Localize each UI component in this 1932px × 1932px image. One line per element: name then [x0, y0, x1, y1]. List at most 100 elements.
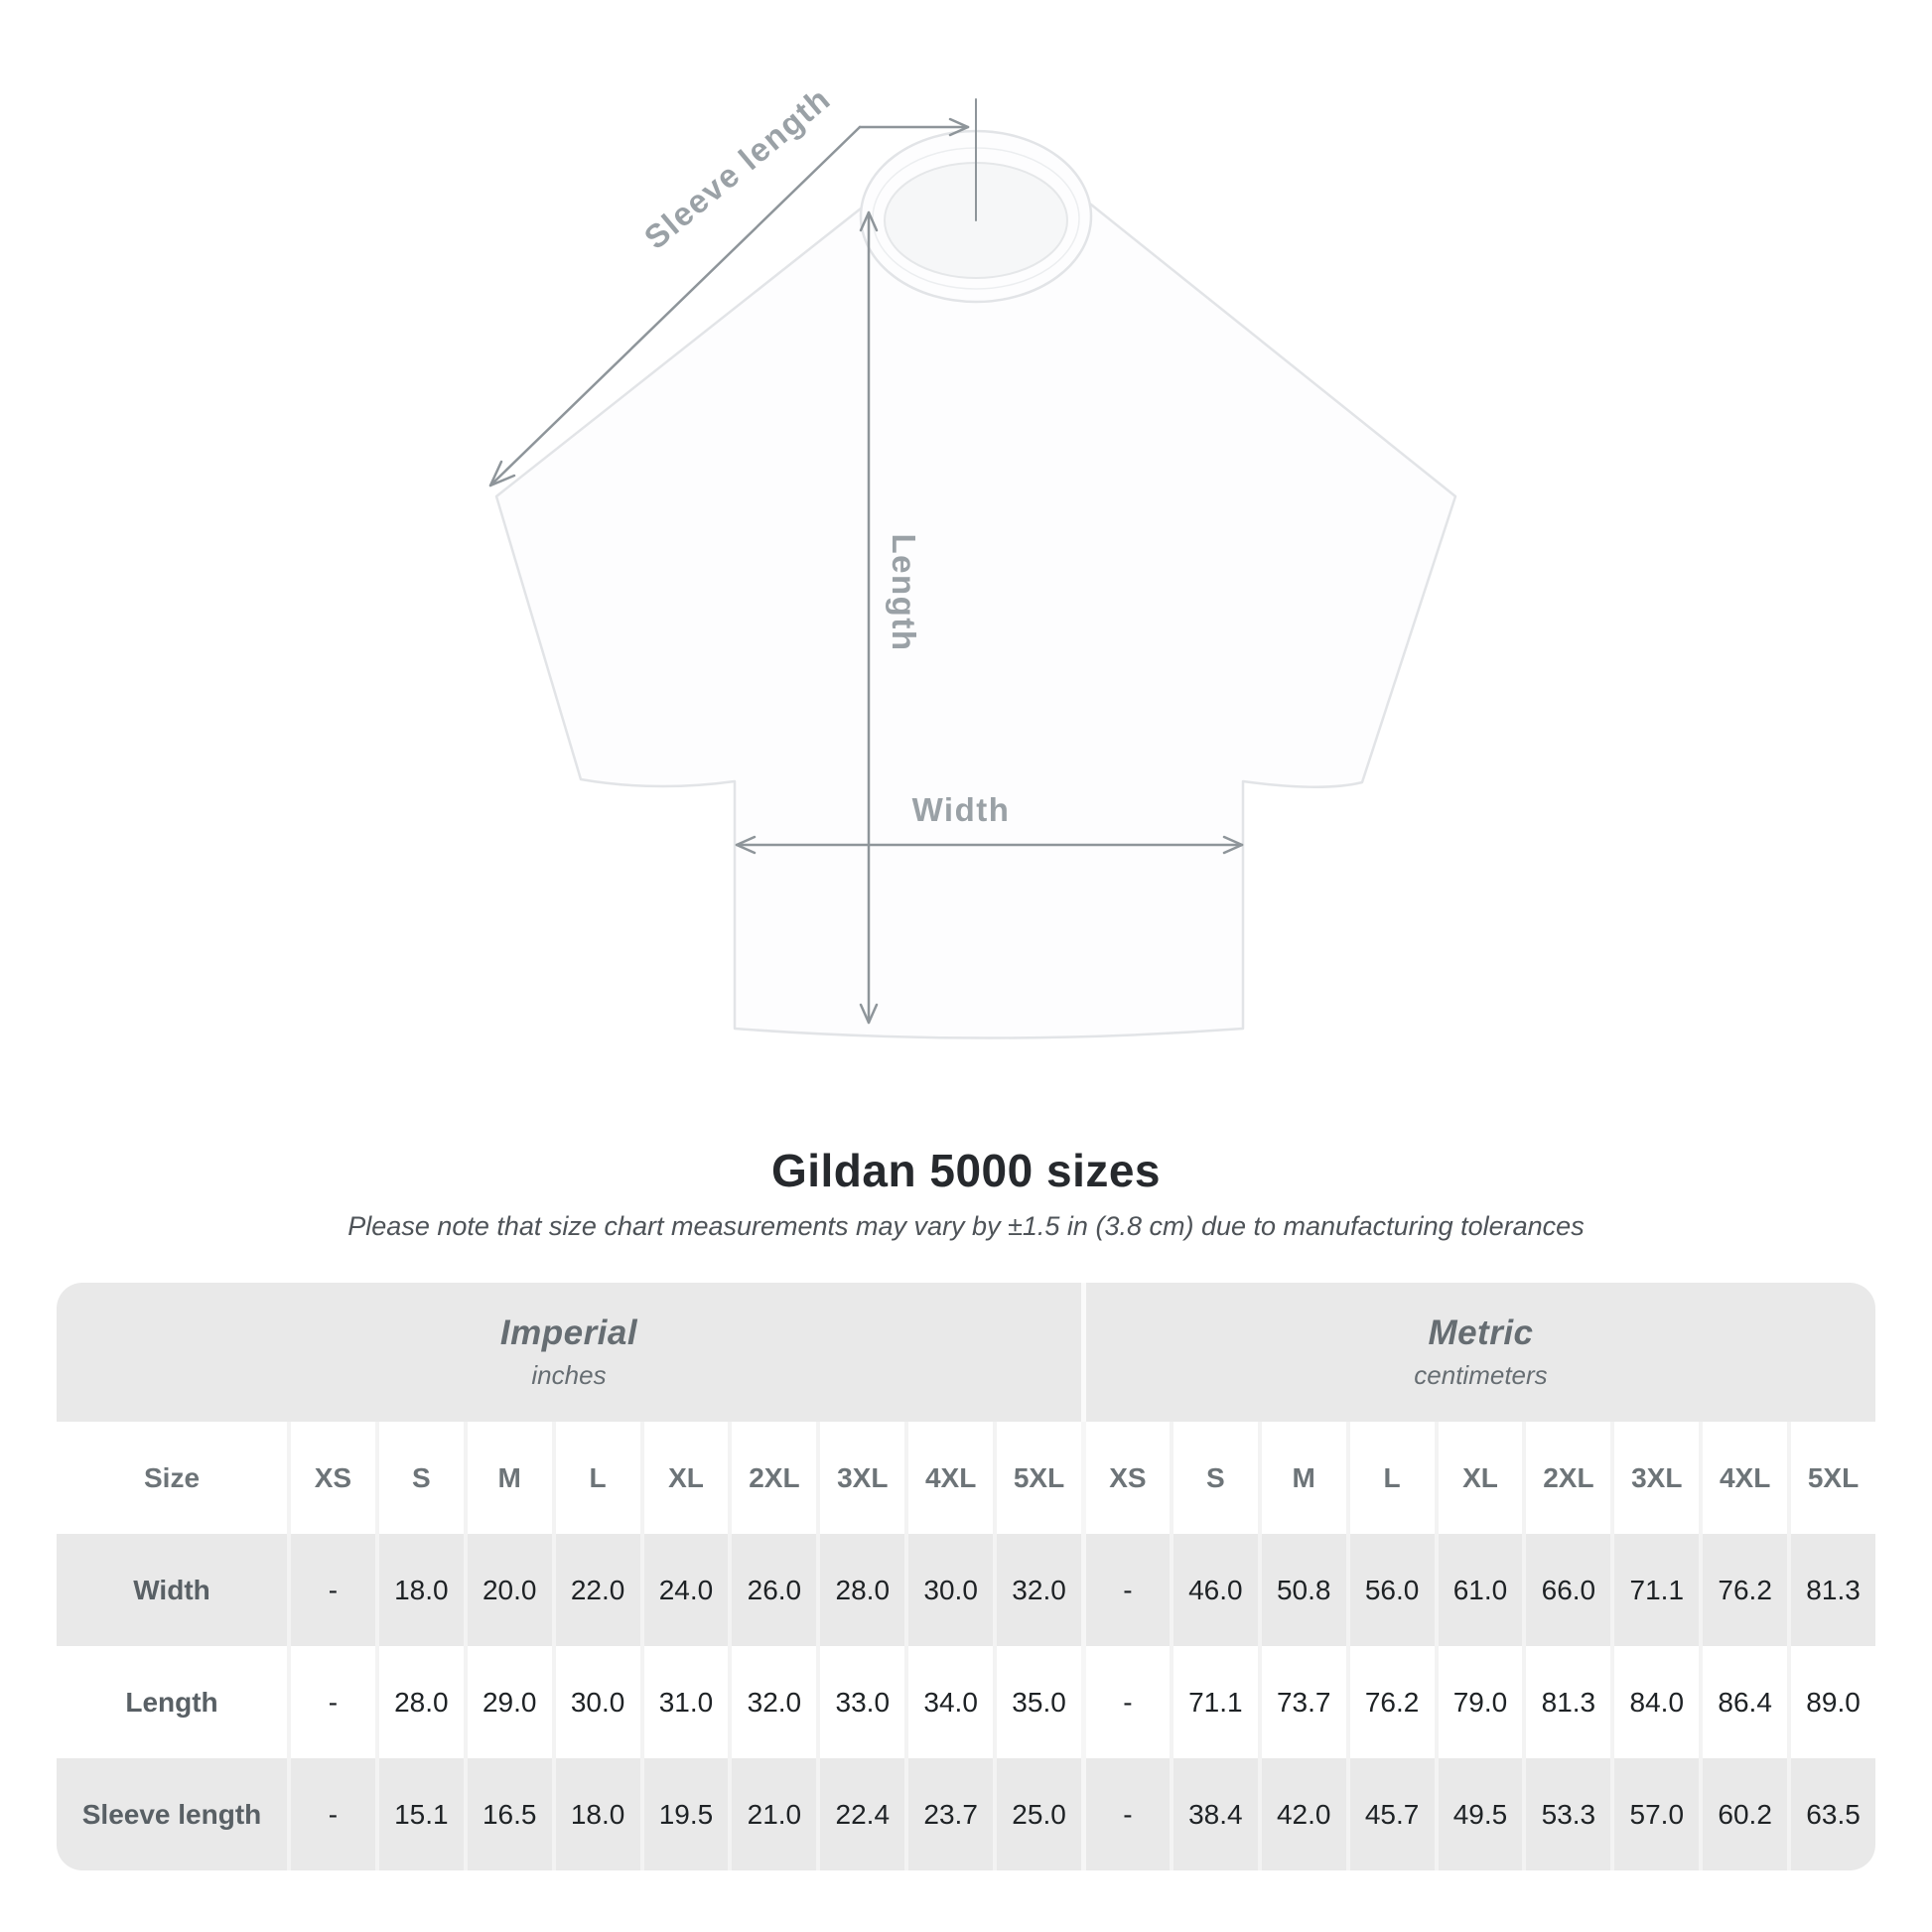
col-header-imperial-4xl: 4XL: [904, 1422, 994, 1534]
imperial-section-unit: inches: [531, 1360, 607, 1390]
measurement-arrows: [488, 98, 1244, 1025]
col-header-imperial-xl: XL: [639, 1422, 729, 1534]
cell-imperial-length-3xl: 33.0: [816, 1646, 905, 1758]
imperial-section-name: Imperial: [499, 1313, 638, 1352]
cell-metric-length-m: 73.7: [1257, 1646, 1346, 1758]
cell-imperial-sleeve-length-5xl: 25.0: [993, 1758, 1081, 1870]
cell-imperial-width-s: 18.0: [374, 1534, 464, 1646]
cell-metric-width-s: 46.0: [1169, 1534, 1258, 1646]
col-header-imperial-l: L: [551, 1422, 640, 1534]
cell-imperial-sleeve-length-m: 16.5: [463, 1758, 552, 1870]
cell-metric-length-3xl: 84.0: [1610, 1646, 1700, 1758]
sleeve-arrow-diagonal: [488, 125, 862, 487]
sleeve-arrowhead-neck: [948, 117, 970, 137]
length-arrowhead-bottom: [859, 1003, 879, 1025]
cell-imperial-width-3xl: 28.0: [816, 1534, 905, 1646]
sleeve-arrowhead-cuff: [488, 460, 516, 487]
cell-imperial-sleeve-length-s: 15.1: [374, 1758, 464, 1870]
cell-metric-width-2xl: 66.0: [1522, 1534, 1611, 1646]
cell-imperial-length-5xl: 35.0: [993, 1646, 1081, 1758]
cell-imperial-length-2xl: 32.0: [728, 1646, 817, 1758]
cell-imperial-width-2xl: 26.0: [728, 1534, 817, 1646]
cell-imperial-width-xs: -: [287, 1534, 375, 1646]
cell-imperial-sleeve-length-4xl: 23.7: [904, 1758, 994, 1870]
tshirt-diagram: Sleeve length Length Width: [488, 79, 1457, 1039]
cell-metric-length-xs: -: [1080, 1646, 1170, 1758]
col-header-metric-4xl: 4XL: [1699, 1422, 1788, 1534]
sleeve-length-label: Sleeve length: [637, 79, 838, 256]
cell-metric-length-xl: 79.0: [1434, 1646, 1523, 1758]
cell-imperial-width-m: 20.0: [463, 1534, 552, 1646]
size-table: Imperial inches Metric centimeters Size X…: [57, 1283, 1875, 1870]
col-header-metric-m: M: [1257, 1422, 1346, 1534]
col-header-imperial-s: S: [374, 1422, 464, 1534]
cell-metric-width-m: 50.8: [1257, 1534, 1346, 1646]
cell-imperial-sleeve-length-xl: 19.5: [639, 1758, 729, 1870]
col-header-metric-s: S: [1169, 1422, 1258, 1534]
cell-metric-sleeve-length-5xl: 63.5: [1787, 1758, 1875, 1870]
cell-metric-sleeve-length-m: 42.0: [1257, 1758, 1346, 1870]
col-header-imperial-2xl: 2XL: [728, 1422, 817, 1534]
cell-imperial-width-l: 22.0: [551, 1534, 640, 1646]
length-label: Length: [886, 534, 922, 652]
cell-imperial-sleeve-length-l: 18.0: [551, 1758, 640, 1870]
cell-imperial-length-xs: -: [287, 1646, 375, 1758]
metric-section-header: Metric centimeters: [1080, 1283, 1875, 1422]
cell-metric-width-xs: -: [1080, 1534, 1170, 1646]
col-header-metric-l: L: [1345, 1422, 1435, 1534]
cell-metric-length-l: 76.2: [1345, 1646, 1435, 1758]
col-header-metric-5xl: 5XL: [1787, 1422, 1875, 1534]
row-label-sleeve-length: Sleeve length: [57, 1758, 287, 1870]
cell-imperial-length-s: 28.0: [374, 1646, 464, 1758]
row-label-length: Length: [57, 1646, 287, 1758]
col-header-size: Size: [57, 1422, 287, 1534]
width-arrowhead-right: [1222, 835, 1244, 855]
tolerance-note: Please note that size chart measurements…: [347, 1211, 1585, 1241]
col-header-metric-xl: XL: [1434, 1422, 1523, 1534]
tshirt-shape: [494, 129, 1457, 1039]
page-title: Gildan 5000 sizes: [770, 1145, 1162, 1196]
cell-imperial-sleeve-length-xs: -: [287, 1758, 375, 1870]
cell-imperial-length-4xl: 34.0: [904, 1646, 994, 1758]
cell-imperial-sleeve-length-2xl: 21.0: [728, 1758, 817, 1870]
cell-imperial-width-4xl: 30.0: [904, 1534, 994, 1646]
cell-metric-width-4xl: 76.2: [1699, 1534, 1788, 1646]
col-header-imperial-5xl: 5XL: [993, 1422, 1081, 1534]
metric-section-name: Metric: [1428, 1313, 1534, 1352]
col-header-imperial-3xl: 3XL: [816, 1422, 905, 1534]
cell-metric-sleeve-length-xs: -: [1080, 1758, 1170, 1870]
length-arrowhead-top: [859, 210, 879, 232]
cell-imperial-width-xl: 24.0: [639, 1534, 729, 1646]
cell-metric-width-l: 56.0: [1345, 1534, 1435, 1646]
cell-metric-sleeve-length-2xl: 53.3: [1522, 1758, 1611, 1870]
cell-metric-length-4xl: 86.4: [1699, 1646, 1788, 1758]
cell-imperial-sleeve-length-3xl: 22.4: [816, 1758, 905, 1870]
cell-metric-sleeve-length-4xl: 60.2: [1699, 1758, 1788, 1870]
col-header-imperial-xs: XS: [287, 1422, 375, 1534]
col-header-metric-2xl: 2XL: [1522, 1422, 1611, 1534]
cell-metric-length-s: 71.1: [1169, 1646, 1258, 1758]
cell-metric-length-2xl: 81.3: [1522, 1646, 1611, 1758]
cell-imperial-length-xl: 31.0: [639, 1646, 729, 1758]
width-label: Width: [912, 791, 1011, 828]
cell-metric-sleeve-length-s: 38.4: [1169, 1758, 1258, 1870]
cell-metric-sleeve-length-xl: 49.5: [1434, 1758, 1523, 1870]
metric-section-unit: centimeters: [1414, 1360, 1548, 1390]
cell-imperial-width-5xl: 32.0: [993, 1534, 1081, 1646]
size-table-grid: Imperial inches Metric centimeters Size X…: [57, 1283, 1875, 1870]
cell-metric-width-3xl: 71.1: [1610, 1534, 1700, 1646]
imperial-section-header: Imperial inches: [57, 1283, 1081, 1422]
cell-imperial-length-l: 30.0: [551, 1646, 640, 1758]
cell-metric-width-5xl: 81.3: [1787, 1534, 1875, 1646]
col-header-metric-3xl: 3XL: [1610, 1422, 1700, 1534]
col-header-metric-xs: XS: [1080, 1422, 1170, 1534]
col-header-imperial-m: M: [463, 1422, 552, 1534]
cell-metric-width-xl: 61.0: [1434, 1534, 1523, 1646]
cell-metric-length-5xl: 89.0: [1787, 1646, 1875, 1758]
width-arrowhead-left: [735, 835, 757, 855]
row-label-width: Width: [57, 1534, 287, 1646]
cell-metric-sleeve-length-3xl: 57.0: [1610, 1758, 1700, 1870]
cell-metric-sleeve-length-l: 45.7: [1345, 1758, 1435, 1870]
cell-imperial-length-m: 29.0: [463, 1646, 552, 1758]
